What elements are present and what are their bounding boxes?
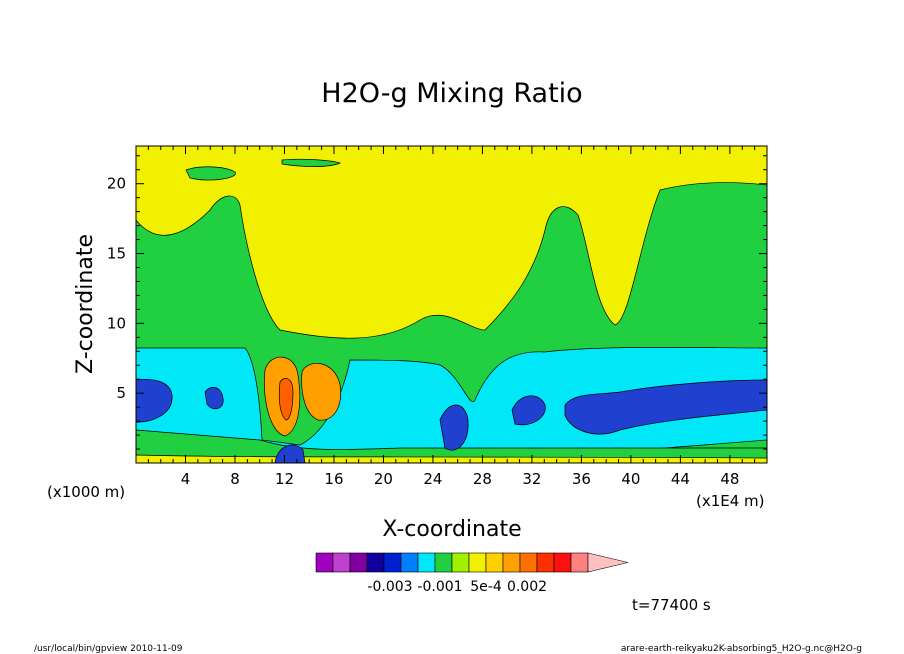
x-axis-label: X-coordinate (382, 517, 521, 542)
colorbar-labels: -0.003 -0.001 5e-4 0.002 (367, 579, 547, 595)
red-core (278, 378, 294, 421)
colorbar-segment (400, 552, 419, 573)
colorbar-overflow-arrow (587, 552, 629, 573)
y-tick-label: 20 (107, 175, 126, 193)
y-unit-label: (x1000 m) (47, 483, 125, 501)
x-tick-label: 48 (720, 470, 739, 488)
footer-left: /usr/local/bin/gpview 2010-11-09 (34, 644, 183, 654)
y-tick-label: 5 (116, 384, 126, 402)
colorbar-segment (553, 552, 572, 573)
x-tick-label: 32 (522, 470, 541, 488)
x-tick-label: 16 (324, 470, 343, 488)
y-axis-label: Z-coordinate (73, 234, 98, 374)
colorbar-segment (434, 552, 453, 573)
y-axis-ticks: 5 10 15 20 (107, 155, 767, 450)
x-tick-label: 12 (275, 470, 294, 488)
footer-right: arare-earth-reikyaku2K-absorbing5_H2O-g.… (621, 644, 862, 654)
colorbar-tick-label: -0.001 (417, 579, 462, 595)
blue-low-32 (511, 395, 546, 426)
upper-green-patch (185, 166, 236, 181)
colorbar-tick-label: -0.003 (367, 579, 412, 595)
colorbar-segment (451, 552, 470, 573)
colorbar-tick-label: 5e-4 (470, 579, 502, 595)
colorbar-segment (315, 552, 334, 573)
x-tick-label: 8 (230, 470, 240, 488)
colorbar-segment (417, 552, 436, 573)
colorbar-segment (332, 552, 351, 573)
colorbar-segment (366, 552, 385, 573)
colorbar-segment (502, 552, 521, 573)
x-tick-label: 36 (572, 470, 591, 488)
x-axis-ticks: 4 8 12 16 20 24 28 32 36 40 44 48 (147, 146, 756, 488)
colorbar-segment (383, 552, 402, 573)
plot-frame (135, 145, 768, 464)
colorbar-segment (485, 552, 504, 573)
x-tick-label: 4 (181, 470, 191, 488)
colorbar (315, 552, 629, 573)
y-tick-label: 15 (107, 245, 126, 263)
orange-peak-right (301, 363, 341, 421)
upper-green-strip (281, 158, 341, 167)
chart-title: H2O-g Mixing Ratio (321, 78, 582, 109)
x-tick-label: 20 (374, 470, 393, 488)
x-tick-label: 40 (621, 470, 640, 488)
blue-low-bottom (274, 444, 306, 463)
blue-low-mid (439, 404, 469, 451)
y-tick-label: 10 (107, 314, 126, 332)
colorbar-segment (536, 552, 555, 573)
contour-field (136, 146, 767, 463)
colorbar-segment (349, 552, 368, 573)
x-tick-label: 28 (473, 470, 492, 488)
x-unit-label: (x1E4 m) (696, 492, 765, 510)
blue-low-small (204, 386, 224, 410)
blue-low-left (136, 379, 173, 423)
x-tick-label: 44 (671, 470, 690, 488)
x-tick-label: 24 (423, 470, 442, 488)
colorbar-segment (570, 552, 589, 573)
colorbar-segment (468, 552, 487, 573)
colorbar-segment (519, 552, 538, 573)
colorbar-tick-label: 0.002 (507, 579, 547, 595)
time-label: t=77400 s (632, 596, 711, 614)
